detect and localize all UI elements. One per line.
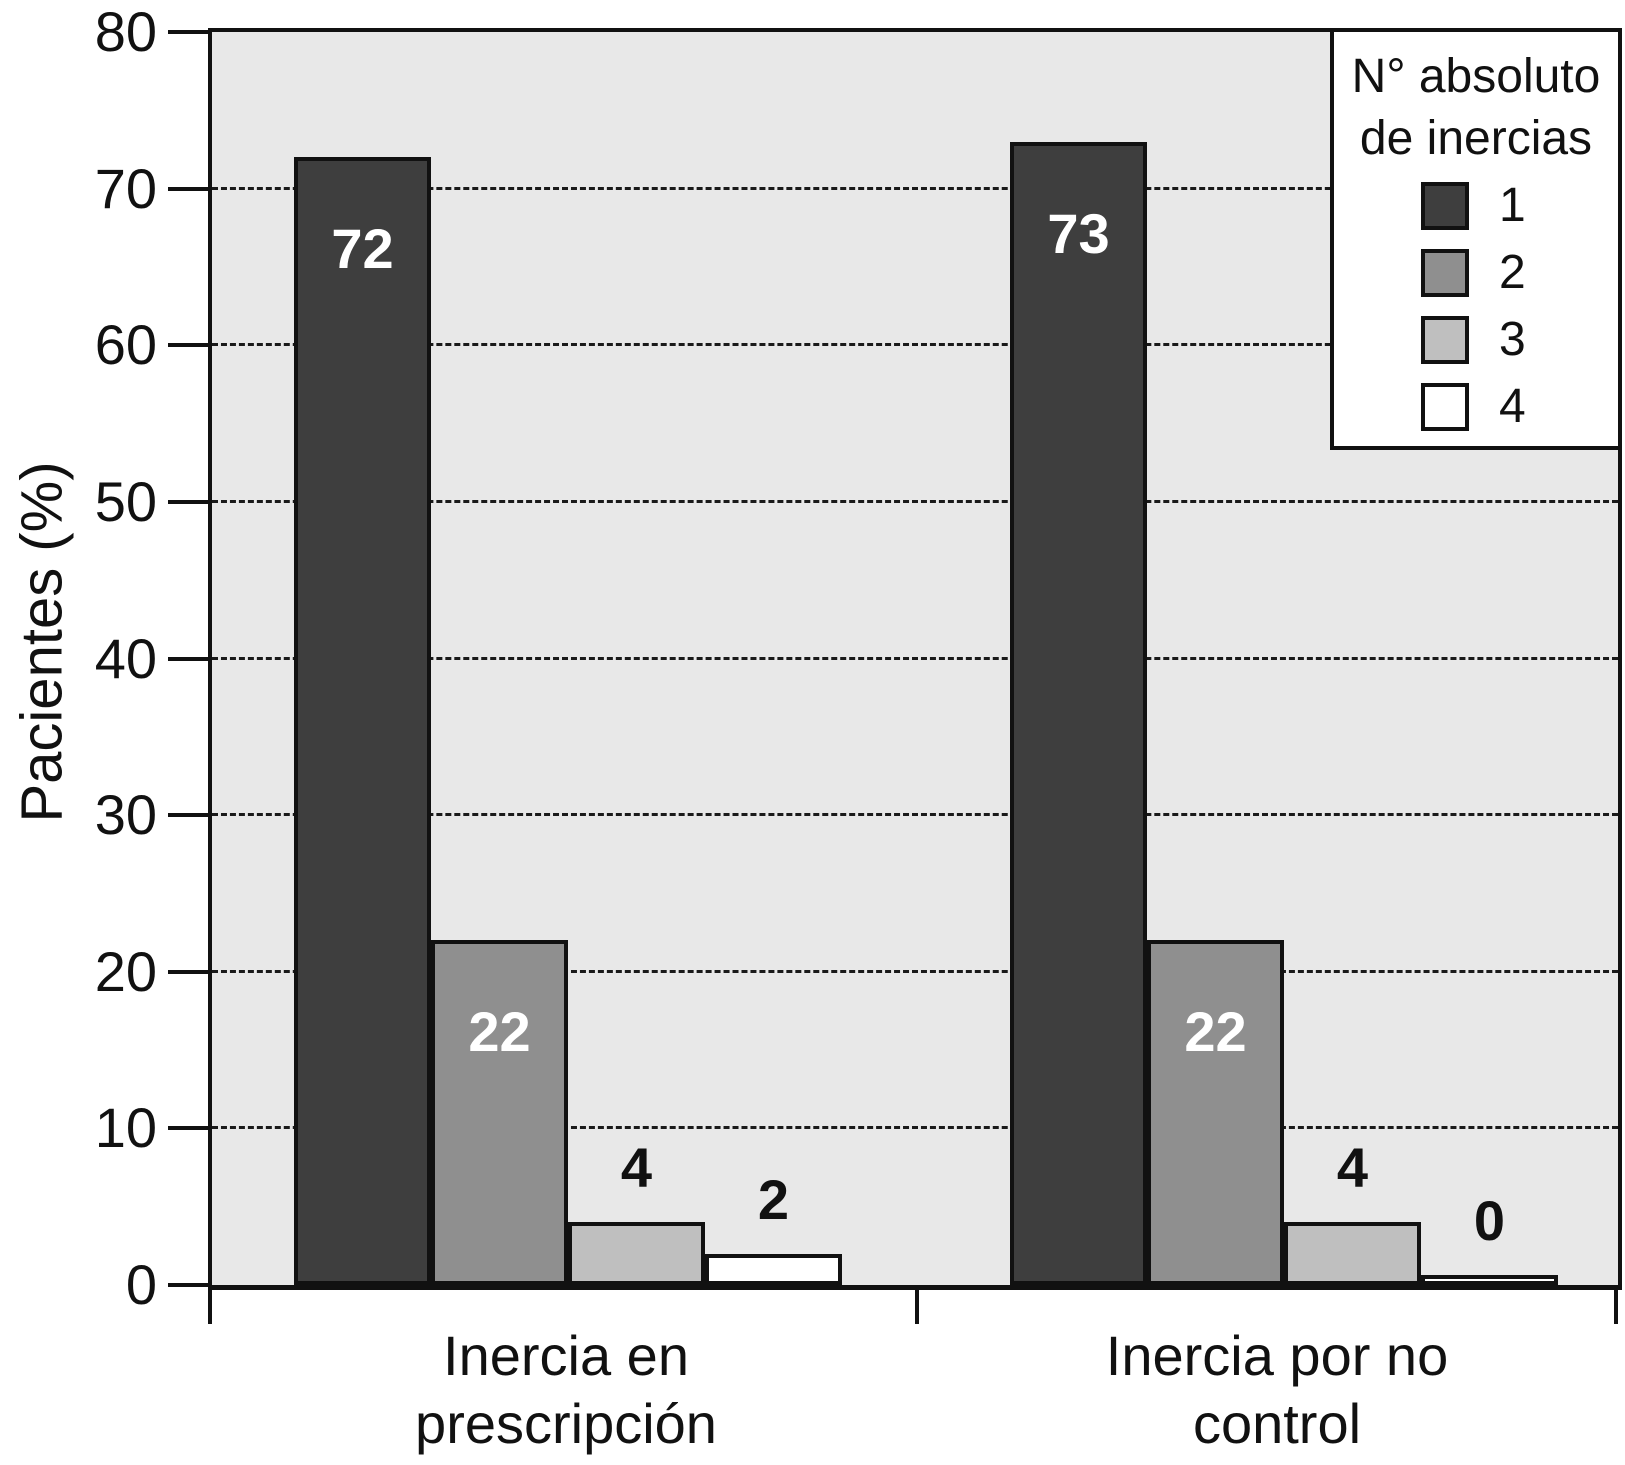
bar-inercia-group2-n3	[1284, 1222, 1421, 1285]
bar-inercia-group1-n3	[568, 1222, 705, 1285]
x-tick-2	[1614, 1286, 1618, 1324]
gridline-40	[212, 656, 1618, 660]
legend-swatch-2	[1421, 249, 1469, 297]
y-tick-20	[168, 969, 208, 974]
y-tick-label-70: 70	[94, 156, 157, 220]
bar-value-label-group1-n1: 72	[331, 217, 394, 280]
y-tick-70	[168, 186, 208, 191]
y-tick-label-50: 50	[94, 469, 157, 533]
legend-swatch-4	[1421, 383, 1469, 431]
bar-inercia-group1-n1	[294, 157, 431, 1285]
bar-value-label-group1-n2: 22	[468, 1000, 531, 1063]
gridline-50	[212, 499, 1618, 503]
legend: N° absoluto de inercias 1 2 3 4	[1330, 28, 1622, 450]
y-tick-label-0: 0	[125, 1253, 157, 1316]
x-tick-0	[208, 1286, 212, 1324]
y-tick-label-60: 60	[94, 313, 157, 377]
bar-value-label-group2-n1: 73	[1047, 202, 1110, 265]
y-tick-label-20: 20	[94, 939, 157, 1003]
category-label-line: Inercia por no	[1105, 1324, 1449, 1387]
gridline-30	[212, 813, 1618, 817]
gridline-10	[212, 1126, 1618, 1130]
y-tick-50	[168, 499, 208, 504]
legend-entry-4: 4	[1421, 383, 1531, 431]
bar-inercia-group1-n2	[431, 940, 568, 1285]
bar-inercia-group2-n4	[1421, 1275, 1558, 1285]
category-label-line: control	[1192, 1392, 1362, 1455]
y-tick-label-30: 30	[94, 783, 157, 847]
legend-swatch-3	[1421, 316, 1469, 364]
y-tick-60	[168, 343, 208, 348]
category-label-line: Inercia en	[443, 1324, 689, 1387]
legend-swatch-1	[1421, 182, 1469, 230]
category-label-line: prescripción	[415, 1392, 717, 1455]
y-tick-0	[168, 1283, 208, 1287]
bar-value-label-group2-n2: 22	[1184, 1000, 1247, 1063]
bar-inercia-group2-n2	[1147, 940, 1284, 1285]
legend-title-line: N° absoluto	[1351, 50, 1601, 103]
legend-entry-2: 2	[1421, 249, 1531, 297]
legend-entry-3: 3	[1421, 316, 1531, 364]
legend-entry-label: 2	[1499, 246, 1526, 299]
legend-entry-label: 4	[1499, 380, 1526, 433]
bar-value-label-group2-n4: 0	[1473, 1189, 1506, 1252]
gridline-20	[212, 969, 1618, 973]
bar-inercia-group1-n4	[705, 1254, 842, 1285]
bar-inercia-group2-n1	[1010, 142, 1147, 1285]
category-label-inercia-por-no-control: Inercia por no control	[997, 1322, 1557, 1458]
y-tick-label-10: 10	[94, 1096, 157, 1160]
y-tick-label-40: 40	[94, 626, 157, 690]
x-tick-1	[915, 1286, 919, 1324]
bar-value-label-group1-n3: 4	[620, 1136, 653, 1199]
category-label-inercia-en-prescripcion: Inercia en prescripción	[286, 1322, 846, 1458]
y-tick-30	[168, 813, 208, 818]
bar-value-label-group2-n3: 4	[1336, 1136, 1369, 1199]
y-tick-label-80: 80	[94, 0, 157, 63]
legend-entries: 1 2 3 4	[1421, 182, 1531, 431]
legend-title: N° absoluto de inercias	[1352, 46, 1601, 170]
legend-title-line: de inercias	[1359, 112, 1593, 165]
gridline-60	[212, 343, 1618, 347]
bar-value-label-group1-n4: 2	[757, 1168, 790, 1231]
legend-entry-1: 1	[1421, 182, 1531, 230]
gridline-70	[212, 186, 1618, 190]
y-tick-10	[168, 1126, 208, 1131]
y-tick-40	[168, 656, 208, 661]
legend-entry-label: 1	[1499, 179, 1526, 232]
y-tick-80	[168, 30, 208, 34]
legend-entry-label: 3	[1499, 313, 1526, 366]
